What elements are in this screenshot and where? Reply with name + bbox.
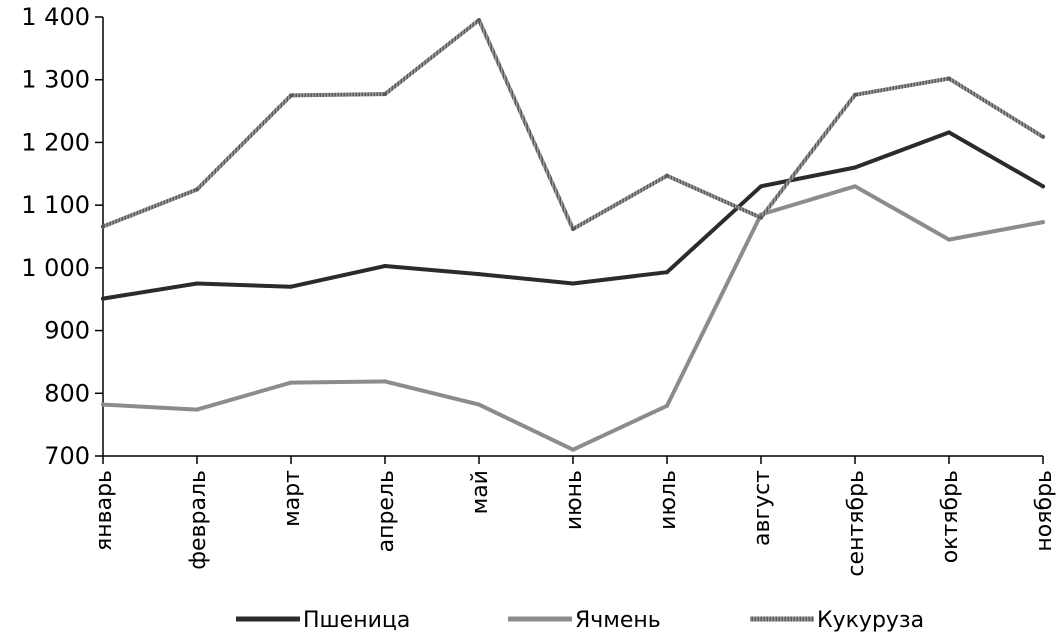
data-point <box>571 447 575 452</box>
y-tick-label: 1 400 <box>21 3 90 31</box>
legend-label: Ячмень <box>575 608 661 633</box>
x-tick-label: август <box>750 470 775 546</box>
x-tick-label: март <box>280 470 305 527</box>
y-tick-label: 1 100 <box>21 191 90 219</box>
data-point <box>1041 134 1045 139</box>
data-point <box>195 281 199 286</box>
x-axis-ticks: январь февраль март апрель май июнь июль август… <box>92 456 1057 577</box>
y-tick-label: 700 <box>44 442 90 470</box>
y-tick-label: 900 <box>44 317 90 345</box>
x-tick-label: июнь <box>562 470 587 530</box>
legend-label: Кукуруза <box>817 608 924 633</box>
axes <box>102 17 1043 457</box>
x-tick-label: июль <box>656 470 681 530</box>
x-tick-label: февраль <box>186 470 211 570</box>
data-point <box>665 403 669 408</box>
y-axis-ticks: 700 800 900 1 000 1 100 1 200 1 300 1 400 <box>21 3 103 470</box>
x-tick-label: апрель <box>374 470 399 552</box>
legend: Пшеница Ячмень Кукуруза <box>236 608 924 633</box>
data-point <box>101 402 105 407</box>
x-tick-label: май <box>468 470 493 514</box>
series-line-1 <box>101 130 1045 301</box>
data-point <box>383 263 387 268</box>
data-point <box>759 215 763 220</box>
data-point <box>947 237 951 242</box>
data-point <box>289 284 293 289</box>
data-point <box>289 93 293 98</box>
x-tick-label: январь <box>92 470 117 551</box>
data-point <box>195 187 199 192</box>
data-point <box>383 379 387 384</box>
y-tick-label: 1 000 <box>21 254 90 282</box>
data-point <box>665 173 669 178</box>
x-tick-label: ноябрь <box>1032 470 1057 552</box>
data-point <box>1041 184 1045 189</box>
y-tick-label: 1 200 <box>21 128 90 156</box>
data-point <box>853 184 857 189</box>
data-point <box>665 270 669 275</box>
data-point <box>383 92 387 97</box>
legend-label: Пшеница <box>303 608 410 633</box>
y-tick-label: 1 300 <box>21 66 90 94</box>
data-point <box>477 272 481 277</box>
data-point <box>571 226 575 231</box>
data-point <box>101 224 105 229</box>
data-point <box>947 130 951 135</box>
x-tick-label: сентябрь <box>844 470 869 577</box>
data-point <box>477 402 481 407</box>
data-point <box>101 296 105 301</box>
x-tick-label: октябрь <box>938 470 963 563</box>
data-point <box>289 380 293 385</box>
series-line-3 <box>101 18 1045 231</box>
data-point <box>759 184 763 189</box>
data-point <box>1041 220 1045 225</box>
data-point <box>571 281 575 286</box>
data-point <box>195 407 199 412</box>
data-point <box>853 92 857 97</box>
data-point <box>947 76 951 81</box>
data-point <box>477 18 481 23</box>
series-lines <box>101 18 1045 452</box>
y-tick-label: 800 <box>44 379 90 407</box>
data-point <box>853 165 857 170</box>
